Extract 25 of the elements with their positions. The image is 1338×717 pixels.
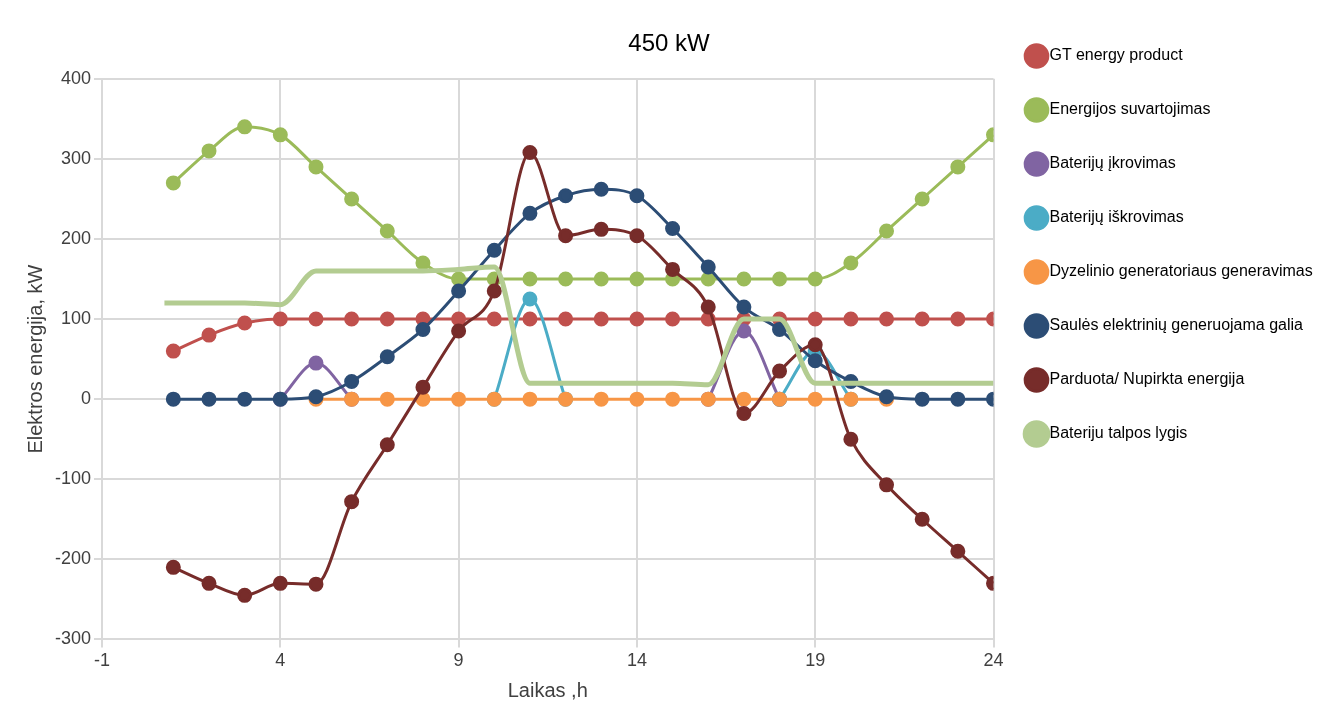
y-tick-label: -100: [55, 468, 92, 489]
legend-label: Energijos suvartojimas: [1049, 100, 1211, 118]
x-axis-title: Laikas ,h: [507, 678, 588, 701]
y-tick-label: 300: [60, 147, 92, 168]
x-tick-label: 24: [983, 650, 1004, 671]
x-tick-label: -1: [94, 650, 111, 671]
legend-label: Saulės elektrinių generuojama galia: [1049, 316, 1304, 334]
legend-label: Bateriju talpos lygis: [1049, 424, 1188, 442]
y-axis-title: Elektros energija, kW: [23, 264, 46, 454]
legend-label: GT energy product: [1049, 46, 1184, 64]
y-tick-label: 400: [60, 67, 92, 88]
y-tick-label: 0: [81, 388, 92, 409]
x-tick-label: 14: [626, 650, 647, 671]
legend-label: Parduota/ Nupirkta energija: [1049, 370, 1245, 388]
legend-label: Baterijų įkrovimas: [1049, 154, 1176, 172]
x-tick-label: 9: [453, 650, 464, 671]
legend-label: Dyzelinio generatoriaus generavimas: [1049, 262, 1313, 280]
y-tick-label: -200: [55, 548, 92, 569]
chart-title: 450 kW: [628, 29, 711, 57]
y-tick-label: -300: [55, 628, 92, 649]
y-tick-label: 100: [60, 308, 92, 329]
legend-label: Baterijų iškrovimas: [1049, 208, 1184, 226]
x-tick-label: 19: [805, 650, 826, 671]
y-tick-label: 200: [60, 227, 92, 248]
x-tick-label: 4: [275, 650, 286, 671]
